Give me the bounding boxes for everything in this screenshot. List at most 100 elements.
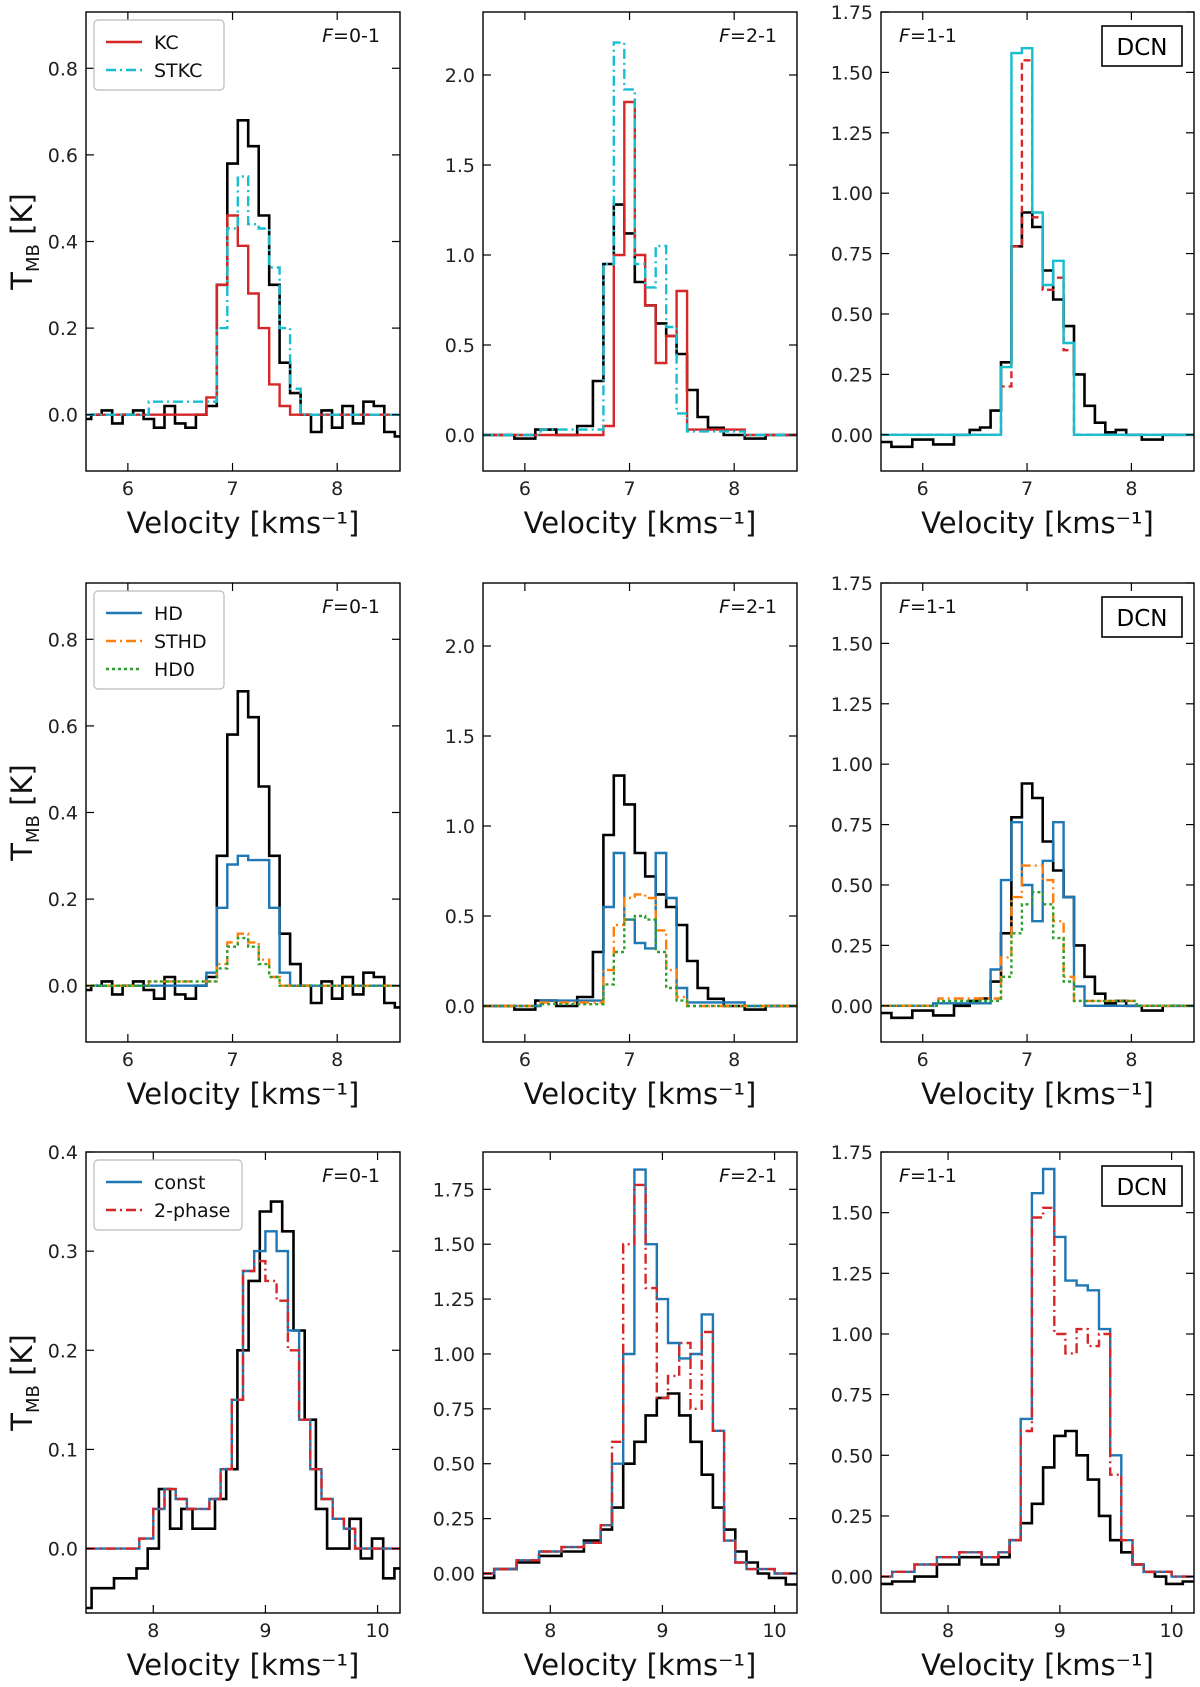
x-tick-label: 8 bbox=[331, 478, 343, 500]
molecule-label: DCN bbox=[1117, 606, 1168, 632]
molecule-label: DCN bbox=[1117, 35, 1168, 61]
x-axis-label: Velocity [kms⁻¹] bbox=[921, 1648, 1154, 1682]
series-hd bbox=[483, 851, 797, 1008]
legend-box bbox=[93, 19, 225, 91]
axes-frame bbox=[880, 11, 1195, 472]
series-hd0 bbox=[483, 914, 797, 1008]
series-stkc bbox=[86, 175, 400, 416]
axes-frame bbox=[482, 11, 798, 472]
panel-0-2: 6 7 8 0.00 0.25 0.50 0.75 1.00 1.25 1.50 1.75 Veloc… bbox=[831, 2, 1195, 540]
transition-label: F=0-1 bbox=[322, 1165, 380, 1187]
x-axis-label: Velocity [kms⁻¹] bbox=[127, 1077, 360, 1111]
y-tick-label: 1.75 bbox=[433, 1179, 475, 1201]
legend-label: const bbox=[154, 1172, 205, 1194]
panel-0-1: 6 7 8 0.0 0.5 1.0 1.5 2.0 Velocity [kms⁻¹] F=2-1 bbox=[445, 11, 798, 540]
series-observed bbox=[881, 782, 1194, 1020]
y-tick-label: 0.50 bbox=[831, 304, 873, 326]
series-hd0 bbox=[881, 891, 1194, 1007]
transition-label: F=0-1 bbox=[322, 25, 380, 47]
x-axis-label: Velocity [kms⁻¹] bbox=[524, 506, 757, 540]
y-axis-label: TMB [K] bbox=[5, 764, 44, 861]
series-stkc bbox=[483, 41, 797, 437]
y-tick-label: 0.3 bbox=[48, 1241, 78, 1263]
x-axis-label: Velocity [kms⁻¹] bbox=[524, 1077, 757, 1111]
y-tick-label: 0.50 bbox=[831, 1445, 873, 1467]
x-tick-label: 8 bbox=[728, 1049, 740, 1071]
y-tick-label: 0.2 bbox=[48, 318, 78, 340]
x-tick-label: 7 bbox=[1021, 478, 1033, 500]
y-tick-label: 0.75 bbox=[831, 815, 873, 837]
transition-label: F=1-1 bbox=[899, 1165, 957, 1187]
x-tick-label: 10 bbox=[365, 1620, 389, 1642]
y-tick-label: 1.50 bbox=[831, 1203, 873, 1225]
panel-2-2: 8 9 10 0.00 0.25 0.50 0.75 1.00 1.25 1.50 1.75 Velo… bbox=[831, 1142, 1195, 1682]
y-tick-label: 1.5 bbox=[445, 155, 475, 177]
y-tick-label: 0.4 bbox=[48, 803, 78, 825]
x-tick-label: 7 bbox=[1021, 1049, 1033, 1071]
x-axis-label: Velocity [kms⁻¹] bbox=[524, 1648, 757, 1682]
x-axis-label: Velocity [kms⁻¹] bbox=[127, 1648, 360, 1682]
y-tick-label: 0.25 bbox=[831, 935, 873, 957]
y-axis-label: TMB [K] bbox=[5, 1334, 44, 1431]
y-tick-label: 1.50 bbox=[831, 633, 873, 655]
panel-1-0: 6 7 8 0.0 0.2 0.4 0.6 0.8 Velocity [kms⁻¹] TMB [K… bbox=[5, 582, 401, 1111]
molecule-box bbox=[1101, 25, 1183, 67]
y-tick-label: 2.0 bbox=[445, 65, 475, 87]
x-tick-label: 8 bbox=[728, 478, 740, 500]
panel-1-1: 6 7 8 0.0 0.5 1.0 1.5 2.0 Velocity [kms⁻¹] F=2-1 bbox=[445, 582, 798, 1111]
series-observed bbox=[881, 211, 1194, 449]
y-tick-label: 1.75 bbox=[831, 2, 873, 24]
y-tick-label: 1.0 bbox=[445, 245, 475, 267]
x-tick-label: 8 bbox=[147, 1620, 159, 1642]
y-tick-label: 1.25 bbox=[433, 1289, 475, 1311]
series-observed bbox=[881, 1429, 1194, 1586]
y-tick-label: 1.25 bbox=[831, 123, 873, 145]
y-tick-label: 0.50 bbox=[433, 1454, 475, 1476]
x-axis-label: Velocity [kms⁻¹] bbox=[921, 506, 1154, 540]
y-tick-label: 0.2 bbox=[48, 889, 78, 911]
y-tick-label: 0.25 bbox=[831, 1506, 873, 1528]
transition-label: F=2-1 bbox=[719, 1165, 777, 1187]
y-tick-label: 1.0 bbox=[445, 816, 475, 838]
y-tick-label: 0.6 bbox=[48, 145, 78, 167]
y-tick-label: 1.00 bbox=[831, 1324, 873, 1346]
y-tick-label: 0.00 bbox=[433, 1563, 475, 1585]
x-tick-label: 9 bbox=[656, 1620, 668, 1642]
y-tick-label: 0.5 bbox=[445, 335, 475, 357]
y-tick-label: 0.8 bbox=[48, 58, 78, 80]
series-const bbox=[881, 1167, 1194, 1578]
series-hd bbox=[881, 821, 1194, 1007]
series-kc bbox=[483, 100, 797, 437]
y-tick-label: 0.75 bbox=[433, 1399, 475, 1421]
y-tick-label: 0.50 bbox=[831, 875, 873, 897]
molecule-box bbox=[1101, 596, 1183, 638]
series-2-phase bbox=[483, 1183, 797, 1575]
transition-label: F=1-1 bbox=[899, 596, 957, 618]
x-tick-label: 8 bbox=[1125, 1049, 1137, 1071]
legend-box bbox=[93, 1159, 243, 1231]
x-tick-label: 9 bbox=[259, 1620, 271, 1642]
x-tick-label: 7 bbox=[623, 478, 635, 500]
series-sthd bbox=[483, 893, 797, 1008]
y-tick-label: 0.0 bbox=[48, 405, 78, 427]
y-tick-label: 1.50 bbox=[831, 62, 873, 84]
transition-label: F=2-1 bbox=[719, 25, 777, 47]
x-tick-label: 7 bbox=[226, 1049, 238, 1071]
y-tick-label: 0.5 bbox=[445, 906, 475, 928]
series-observed bbox=[483, 203, 797, 440]
x-tick-label: 8 bbox=[1125, 478, 1137, 500]
legend-label: 2-phase bbox=[154, 1200, 230, 1222]
y-tick-label: 0.2 bbox=[48, 1340, 78, 1362]
legend-label: STHD bbox=[154, 631, 207, 653]
series-observed bbox=[483, 1392, 797, 1586]
series-kc bbox=[881, 59, 1194, 436]
series-observed bbox=[483, 774, 797, 1011]
x-tick-label: 6 bbox=[519, 478, 531, 500]
molecule-label: DCN bbox=[1117, 1175, 1168, 1201]
y-tick-label: 1.25 bbox=[831, 694, 873, 716]
axes-frame bbox=[880, 582, 1195, 1043]
x-tick-label: 6 bbox=[917, 478, 929, 500]
x-tick-label: 6 bbox=[917, 1049, 929, 1071]
axes-frame bbox=[482, 1151, 798, 1614]
